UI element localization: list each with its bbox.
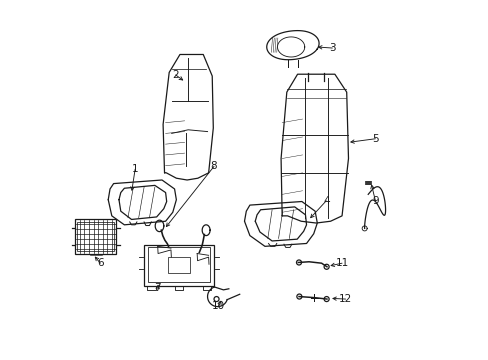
Text: 9: 9 (371, 196, 378, 206)
Text: 10: 10 (212, 301, 225, 311)
Text: 5: 5 (371, 134, 378, 144)
Bar (168, 257, 189, 273)
Bar (148, 247, 209, 282)
Bar (77, 222, 114, 251)
Text: 4: 4 (322, 196, 329, 206)
Text: 3: 3 (328, 43, 335, 53)
Text: 2: 2 (172, 70, 179, 80)
Text: 12: 12 (338, 294, 351, 304)
Text: 11: 11 (335, 258, 348, 268)
Text: 1: 1 (132, 164, 138, 174)
Text: 6: 6 (97, 258, 103, 268)
Bar (75, 220, 116, 253)
Text: 8: 8 (210, 161, 217, 171)
Text: 7: 7 (154, 283, 161, 293)
Bar (144, 244, 214, 286)
